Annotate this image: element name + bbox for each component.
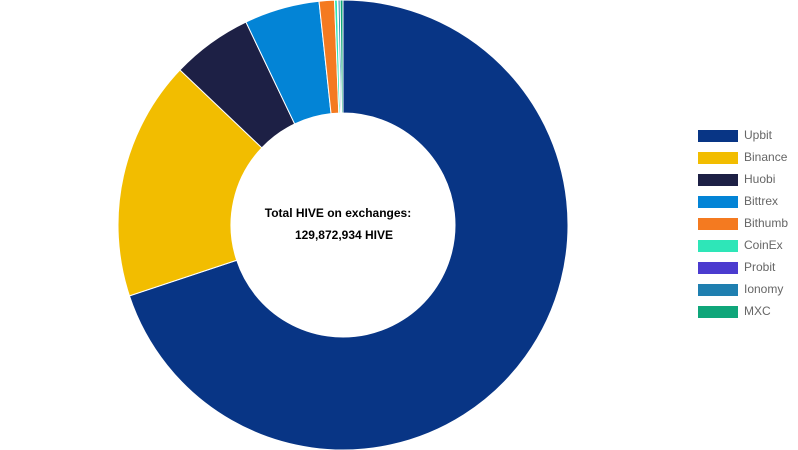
center-value: 129,872,934 HIVE <box>295 228 393 242</box>
legend-label: Bithumb <box>744 216 788 230</box>
legend-swatch <box>698 130 738 142</box>
legend-swatch <box>698 152 738 164</box>
legend-label: Probit <box>744 260 776 274</box>
legend-label: Huobi <box>744 172 775 186</box>
legend-label: Upbit <box>744 128 773 142</box>
slice <box>128 0 569 450</box>
legend-swatch <box>698 240 738 252</box>
slice <box>339 0 344 114</box>
legend-swatch <box>698 218 738 230</box>
center-title: Total HIVE on exchanges: <box>265 206 411 220</box>
legend-swatch <box>698 262 738 274</box>
legend-label: CoinEx <box>744 238 783 252</box>
legend-label: Binance <box>744 150 788 164</box>
legend-swatch <box>698 174 738 186</box>
legend-label: Ionomy <box>744 282 783 296</box>
slice <box>117 69 263 297</box>
legend-swatch <box>698 306 738 318</box>
legend-label: MXC <box>744 304 771 318</box>
legend-label: Bittrex <box>744 194 778 208</box>
legend-swatch <box>698 196 738 208</box>
legend-swatch <box>698 284 738 296</box>
